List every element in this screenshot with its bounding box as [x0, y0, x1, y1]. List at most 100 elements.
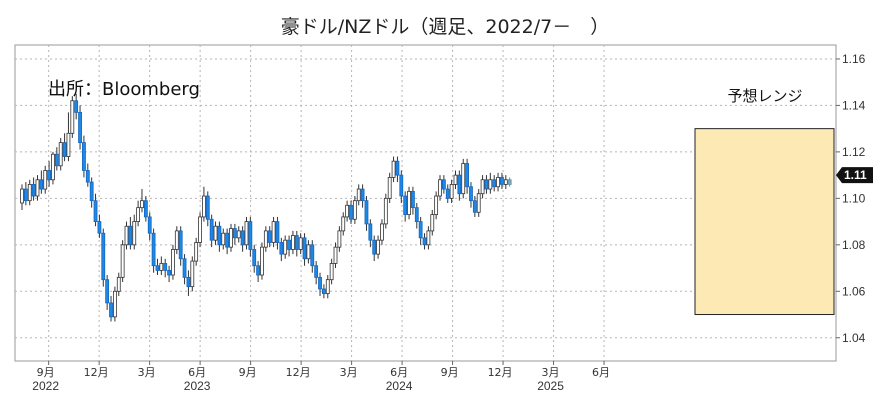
- y-tick-label: 1.16: [842, 52, 866, 66]
- candle: [441, 175, 446, 194]
- candle-body: [209, 218, 214, 241]
- candle: [325, 275, 330, 299]
- candle-body: [186, 276, 191, 288]
- candle-body: [43, 170, 48, 190]
- candle: [275, 216, 280, 250]
- candle: [229, 223, 233, 252]
- x-tick-label: 9月: [37, 366, 55, 379]
- candle: [391, 156, 396, 183]
- candle: [310, 240, 315, 273]
- candle-body: [407, 190, 411, 216]
- candle: [143, 196, 148, 222]
- candle-body: [345, 204, 350, 218]
- candle: [314, 261, 319, 285]
- candle-body: [465, 163, 470, 188]
- candle: [190, 256, 195, 292]
- candle-body: [356, 188, 361, 202]
- candle: [488, 172, 493, 194]
- candle: [352, 196, 357, 224]
- candle-body: [472, 200, 477, 213]
- candle: [93, 193, 98, 227]
- candle: [294, 230, 299, 257]
- candle: [283, 235, 288, 259]
- candle: [399, 170, 404, 203]
- candle: [35, 175, 40, 201]
- candle-body: [225, 232, 230, 248]
- candle-body: [387, 177, 392, 199]
- candle: [217, 221, 222, 252]
- candle-body: [221, 232, 226, 246]
- y-tick-label: 1.14: [842, 98, 866, 112]
- candle: [341, 212, 346, 236]
- candle-body: [213, 225, 218, 241]
- candle: [74, 93, 79, 120]
- candle-body: [112, 290, 117, 318]
- candle: [205, 191, 210, 227]
- candle-body: [151, 232, 156, 267]
- candle: [360, 184, 365, 208]
- candle-body: [194, 242, 199, 262]
- last-price-label: 1.11: [844, 168, 867, 182]
- x-tick-label: 6月: [390, 366, 408, 379]
- candle: [349, 200, 353, 224]
- candle-body: [426, 230, 431, 246]
- candle: [23, 182, 28, 206]
- candle: [155, 258, 160, 276]
- y-tick-label: 1.08: [842, 238, 866, 252]
- candle: [221, 228, 226, 250]
- candle-body: [23, 188, 28, 202]
- candle-body: [182, 258, 187, 278]
- candle: [403, 191, 408, 222]
- candle: [484, 175, 489, 194]
- candle: [120, 240, 125, 282]
- candle: [364, 196, 369, 231]
- candle: [457, 170, 462, 201]
- candle: [213, 221, 218, 245]
- candle-body: [414, 207, 419, 222]
- candle-body: [445, 188, 450, 199]
- candle: [376, 235, 380, 259]
- candle-body: [480, 179, 485, 195]
- candle: [306, 240, 311, 264]
- candle: [372, 235, 377, 262]
- x-tick-label: 12月: [286, 366, 311, 379]
- candle: [236, 226, 241, 243]
- candle-body: [333, 246, 338, 264]
- x-tick-label: 3月: [542, 366, 560, 379]
- candle-body: [101, 232, 106, 281]
- candle: [54, 147, 59, 171]
- candle-body: [66, 132, 71, 157]
- candle-body: [116, 276, 121, 292]
- candle: [476, 189, 481, 217]
- candle-body: [349, 204, 353, 220]
- candle: [345, 200, 350, 222]
- candle-body: [260, 246, 264, 276]
- source-label: 出所：Bloomberg: [48, 79, 200, 100]
- candle: [178, 226, 183, 266]
- candle: [383, 193, 388, 229]
- candle: [480, 175, 485, 199]
- candle: [78, 105, 82, 150]
- last-price-tag: [836, 167, 873, 184]
- candle: [248, 216, 253, 257]
- chart-title: 豪ドル/NZドル（週足、2022/7－ ）: [281, 16, 609, 38]
- x-tick-label: 6月: [188, 366, 206, 379]
- candle-body: [291, 235, 295, 250]
- candle: [507, 177, 512, 187]
- candle-body: [453, 174, 458, 185]
- y-tick-label: 1.04: [842, 331, 866, 345]
- y-tick-label: 1.12: [842, 145, 866, 159]
- candle: [414, 203, 419, 229]
- candle-body: [124, 225, 129, 246]
- candle-body: [174, 230, 179, 250]
- candle-body: [500, 177, 504, 185]
- candle-body: [47, 170, 51, 181]
- candle-body: [383, 197, 388, 225]
- y-tick-label: 1.06: [842, 284, 866, 298]
- candle: [20, 184, 24, 210]
- candle: [159, 256, 164, 276]
- candle: [496, 172, 500, 192]
- candle: [167, 265, 171, 282]
- candle-body: [244, 221, 249, 246]
- candle-body: [337, 230, 342, 248]
